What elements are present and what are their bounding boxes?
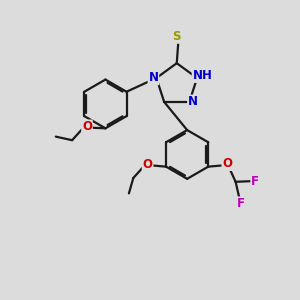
Text: F: F [237,197,245,210]
Text: F: F [251,175,259,188]
Text: O: O [82,120,92,133]
Text: NH: NH [193,69,212,82]
Text: N: N [148,71,158,85]
Text: S: S [172,30,181,43]
Text: O: O [222,157,232,170]
Text: N: N [188,95,198,108]
Text: O: O [142,158,153,171]
